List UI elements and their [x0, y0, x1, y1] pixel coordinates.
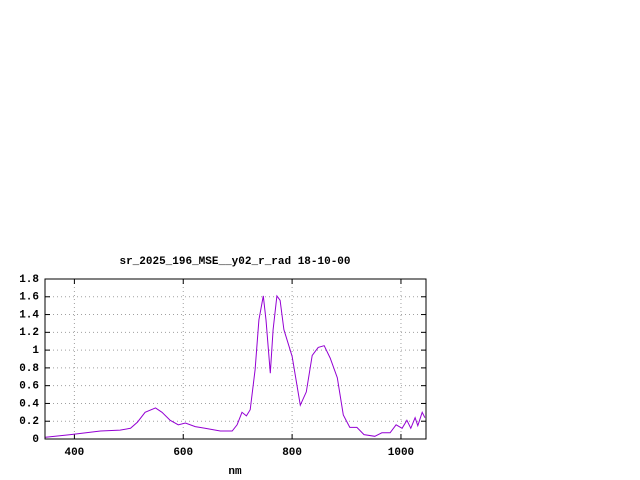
y-tick-label: 0.2 — [19, 416, 39, 428]
chart-title: sr_2025_196_MSE__y02_r_rad 18-10-00 — [119, 256, 350, 268]
plot-border — [44, 278, 427, 440]
y-tick-label: 1.4 — [19, 309, 39, 321]
x-tick-label: 400 — [64, 447, 84, 459]
x-tick-label: 800 — [282, 447, 302, 459]
y-tick-label: 0.8 — [19, 363, 39, 375]
y-tick-label: 0 — [32, 434, 39, 446]
x-tick-label: 1000 — [388, 447, 414, 459]
y-tick-label: 1.8 — [19, 274, 39, 286]
x-axis-label: nm — [228, 466, 242, 478]
y-tick-label: 0.4 — [19, 398, 39, 410]
y-tick-label: 0.6 — [19, 381, 39, 393]
x-tick-label: 600 — [173, 447, 193, 459]
y-tick-label: 1.2 — [19, 327, 39, 339]
y-tick-label: 1 — [32, 345, 39, 357]
data-line — [45, 294, 426, 438]
y-tick-label: 1.6 — [19, 292, 39, 304]
